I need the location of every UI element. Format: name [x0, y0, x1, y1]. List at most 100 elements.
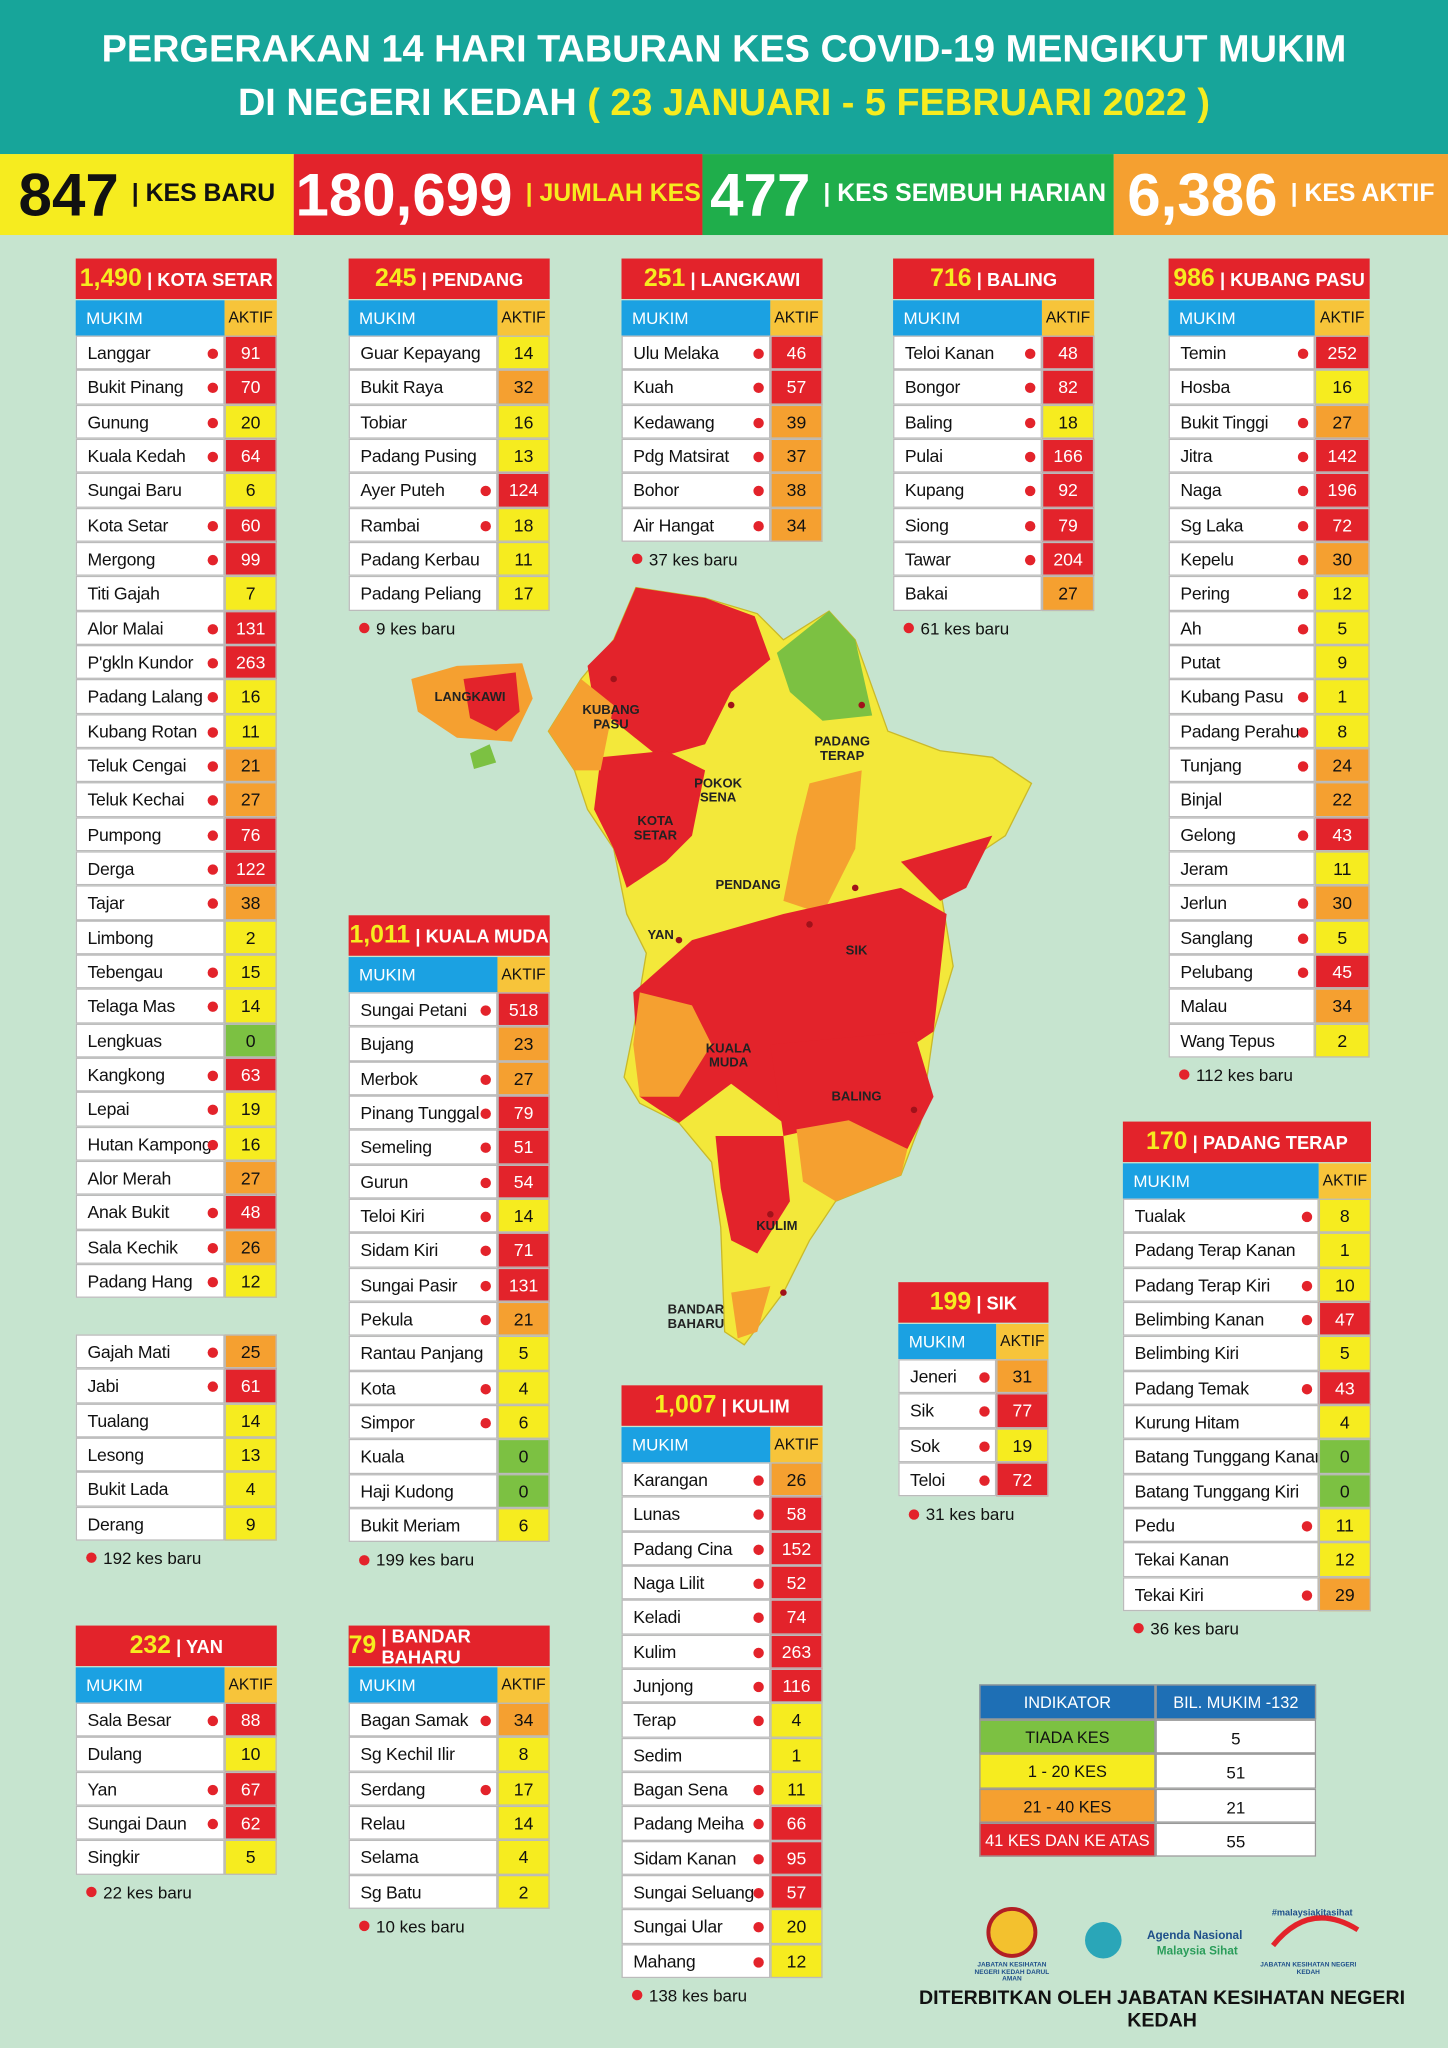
- mukim-name: Dulang: [75, 1736, 225, 1772]
- mukim-name: Kupang: [893, 473, 1042, 508]
- mukim-name-text: Bukit Meriam: [360, 1515, 461, 1536]
- mukim-name: Tajar: [75, 885, 225, 920]
- legend-label: 21 - 40 KES: [979, 1788, 1156, 1823]
- mukim-name: Rantau Panjang: [348, 1336, 498, 1371]
- mukim-active: 48: [224, 1195, 277, 1230]
- new-case-dot: [207, 1347, 219, 1359]
- legend-label: TIADA KES: [979, 1719, 1156, 1754]
- mukim-active: 14: [224, 988, 277, 1024]
- new-case-dot: [1297, 589, 1309, 600]
- mukim-name: Naga Lilit: [621, 1565, 771, 1600]
- district-total: 986: [1173, 264, 1215, 292]
- mukim-active: 252: [1314, 335, 1370, 370]
- mukim-name: Tualang: [75, 1403, 225, 1438]
- mukim-name-text: Padang Lalang: [87, 687, 203, 707]
- district-total: 1,007: [654, 1391, 717, 1419]
- mukim-active: 14: [497, 1805, 550, 1841]
- mukim-name: Sungai Baru: [75, 473, 225, 508]
- mukim-active: 47: [1318, 1301, 1371, 1337]
- mukim-name-text: Binjal: [1180, 790, 1222, 810]
- mukim-name-text: Derga: [87, 859, 135, 879]
- mukim-name: Bohor: [621, 473, 771, 508]
- mukim-name-text: Pinang Tunggal: [360, 1103, 480, 1123]
- stat-label: | KES BARU: [131, 180, 276, 208]
- mukim-name-text: Kubang Pasu: [1180, 687, 1284, 707]
- map-label: KUALA MUDA: [705, 1041, 752, 1071]
- mukim-name-text: Kurung Hitam: [1134, 1412, 1240, 1433]
- mukim-active: 74: [770, 1599, 823, 1635]
- mukim-name: Teluk Kechai: [75, 782, 225, 817]
- mukim-active: 27: [224, 1160, 277, 1196]
- mukim-name-text: Tajar: [87, 893, 125, 914]
- mukim-active: 14: [224, 1403, 277, 1438]
- mukim-name: Jeneri: [898, 1359, 997, 1394]
- mukim-active: 12: [1314, 576, 1370, 611]
- mukim-name: Padang Hang: [75, 1263, 225, 1299]
- new-case-dot: [753, 1509, 764, 1521]
- mukim-name-text: Pedu: [1134, 1515, 1175, 1536]
- new-case-dot: [753, 1578, 764, 1590]
- district-name: | SIK: [976, 1291, 1018, 1313]
- mukim-name-text: Kupang: [904, 480, 965, 501]
- mukim-active: 27: [497, 1061, 550, 1096]
- mukim-name-text: Padang Terap Kanan: [1134, 1240, 1296, 1261]
- mukim-active: 64: [224, 438, 277, 474]
- mukim-name: Terap: [621, 1702, 771, 1738]
- mukim-name-text: Keladi: [633, 1607, 681, 1628]
- mukim-active: 131: [497, 1267, 550, 1302]
- mukim-name: Sanglang: [1168, 919, 1315, 955]
- mukim-name: Bujang: [348, 1026, 498, 1062]
- mukim-active: 24: [1314, 748, 1370, 783]
- note-text: 36 kes baru: [1150, 1618, 1240, 1639]
- map-island: [470, 744, 497, 770]
- mukim-name: Pering: [1168, 576, 1315, 611]
- mukim-name-text: Tekai Kiri: [1134, 1584, 1204, 1605]
- mukim-name: Padang Terap Kanan: [1122, 1232, 1319, 1268]
- mukim-active: 25: [224, 1334, 277, 1369]
- new-case-dot: [753, 1544, 764, 1555]
- stat-value: 6,386: [1127, 160, 1278, 229]
- district-name: | KULIM: [721, 1395, 790, 1417]
- note-text: 138 kes baru: [648, 1985, 748, 2006]
- mukim-name: Kubang Rotan: [75, 713, 225, 749]
- mukim-name-text: Sungai Seluang: [633, 1882, 755, 1903]
- header: PERGERAKAN 14 HARI TABURAN KES COVID-19 …: [0, 0, 1448, 155]
- mukim-name-text: Bukit Tinggi: [1180, 412, 1269, 432]
- new-case-dot: [207, 623, 219, 635]
- mukim-active: 46: [770, 335, 823, 370]
- mukim-name-text: Pering: [1180, 584, 1230, 604]
- map-region: [587, 587, 771, 758]
- mukim-name: Junjong: [621, 1668, 771, 1703]
- new-case-dot: [1301, 1590, 1313, 1601]
- mukim-active: 8: [1314, 713, 1370, 749]
- new-case-dot: [480, 1005, 491, 1017]
- mukim-name-text: Jitra: [1180, 446, 1213, 467]
- mukim-name-text: Alor Malai: [87, 618, 164, 638]
- new-case-dot: [207, 1002, 219, 1013]
- mukim-name-text: Kulim: [633, 1642, 677, 1662]
- mukim-active: 18: [497, 507, 550, 542]
- mukim-name-text: Jeram: [1180, 859, 1229, 879]
- mukim-name-text: Jeneri: [910, 1367, 957, 1387]
- district-total: 79: [348, 1631, 377, 1659]
- new-case-dot: [207, 1715, 219, 1727]
- new-case-dot: [753, 486, 764, 497]
- mukim-name-text: Teluk Cengai: [87, 755, 187, 776]
- mukim-active: 13: [497, 438, 550, 474]
- mukim-name-text: Naga: [1180, 480, 1222, 501]
- new-case-dot: [207, 451, 219, 463]
- new-case-dot: [480, 486, 491, 497]
- mukim-active: 9: [1314, 644, 1370, 680]
- mukim-name-text: Ayer Puteh: [360, 480, 445, 501]
- mukim-name: Sungai Pasir: [348, 1267, 498, 1302]
- new-case-dot: [753, 383, 764, 394]
- mukim-active: 67: [224, 1771, 277, 1806]
- new-case-dot: [753, 1922, 764, 1933]
- mukim-active: 518: [497, 992, 550, 1027]
- district-total: 1,011: [349, 921, 411, 949]
- mukim-name-text: Gurun: [360, 1172, 409, 1192]
- mukim-name-text: Mergong: [87, 549, 156, 570]
- mukim-active: 6: [497, 1404, 550, 1440]
